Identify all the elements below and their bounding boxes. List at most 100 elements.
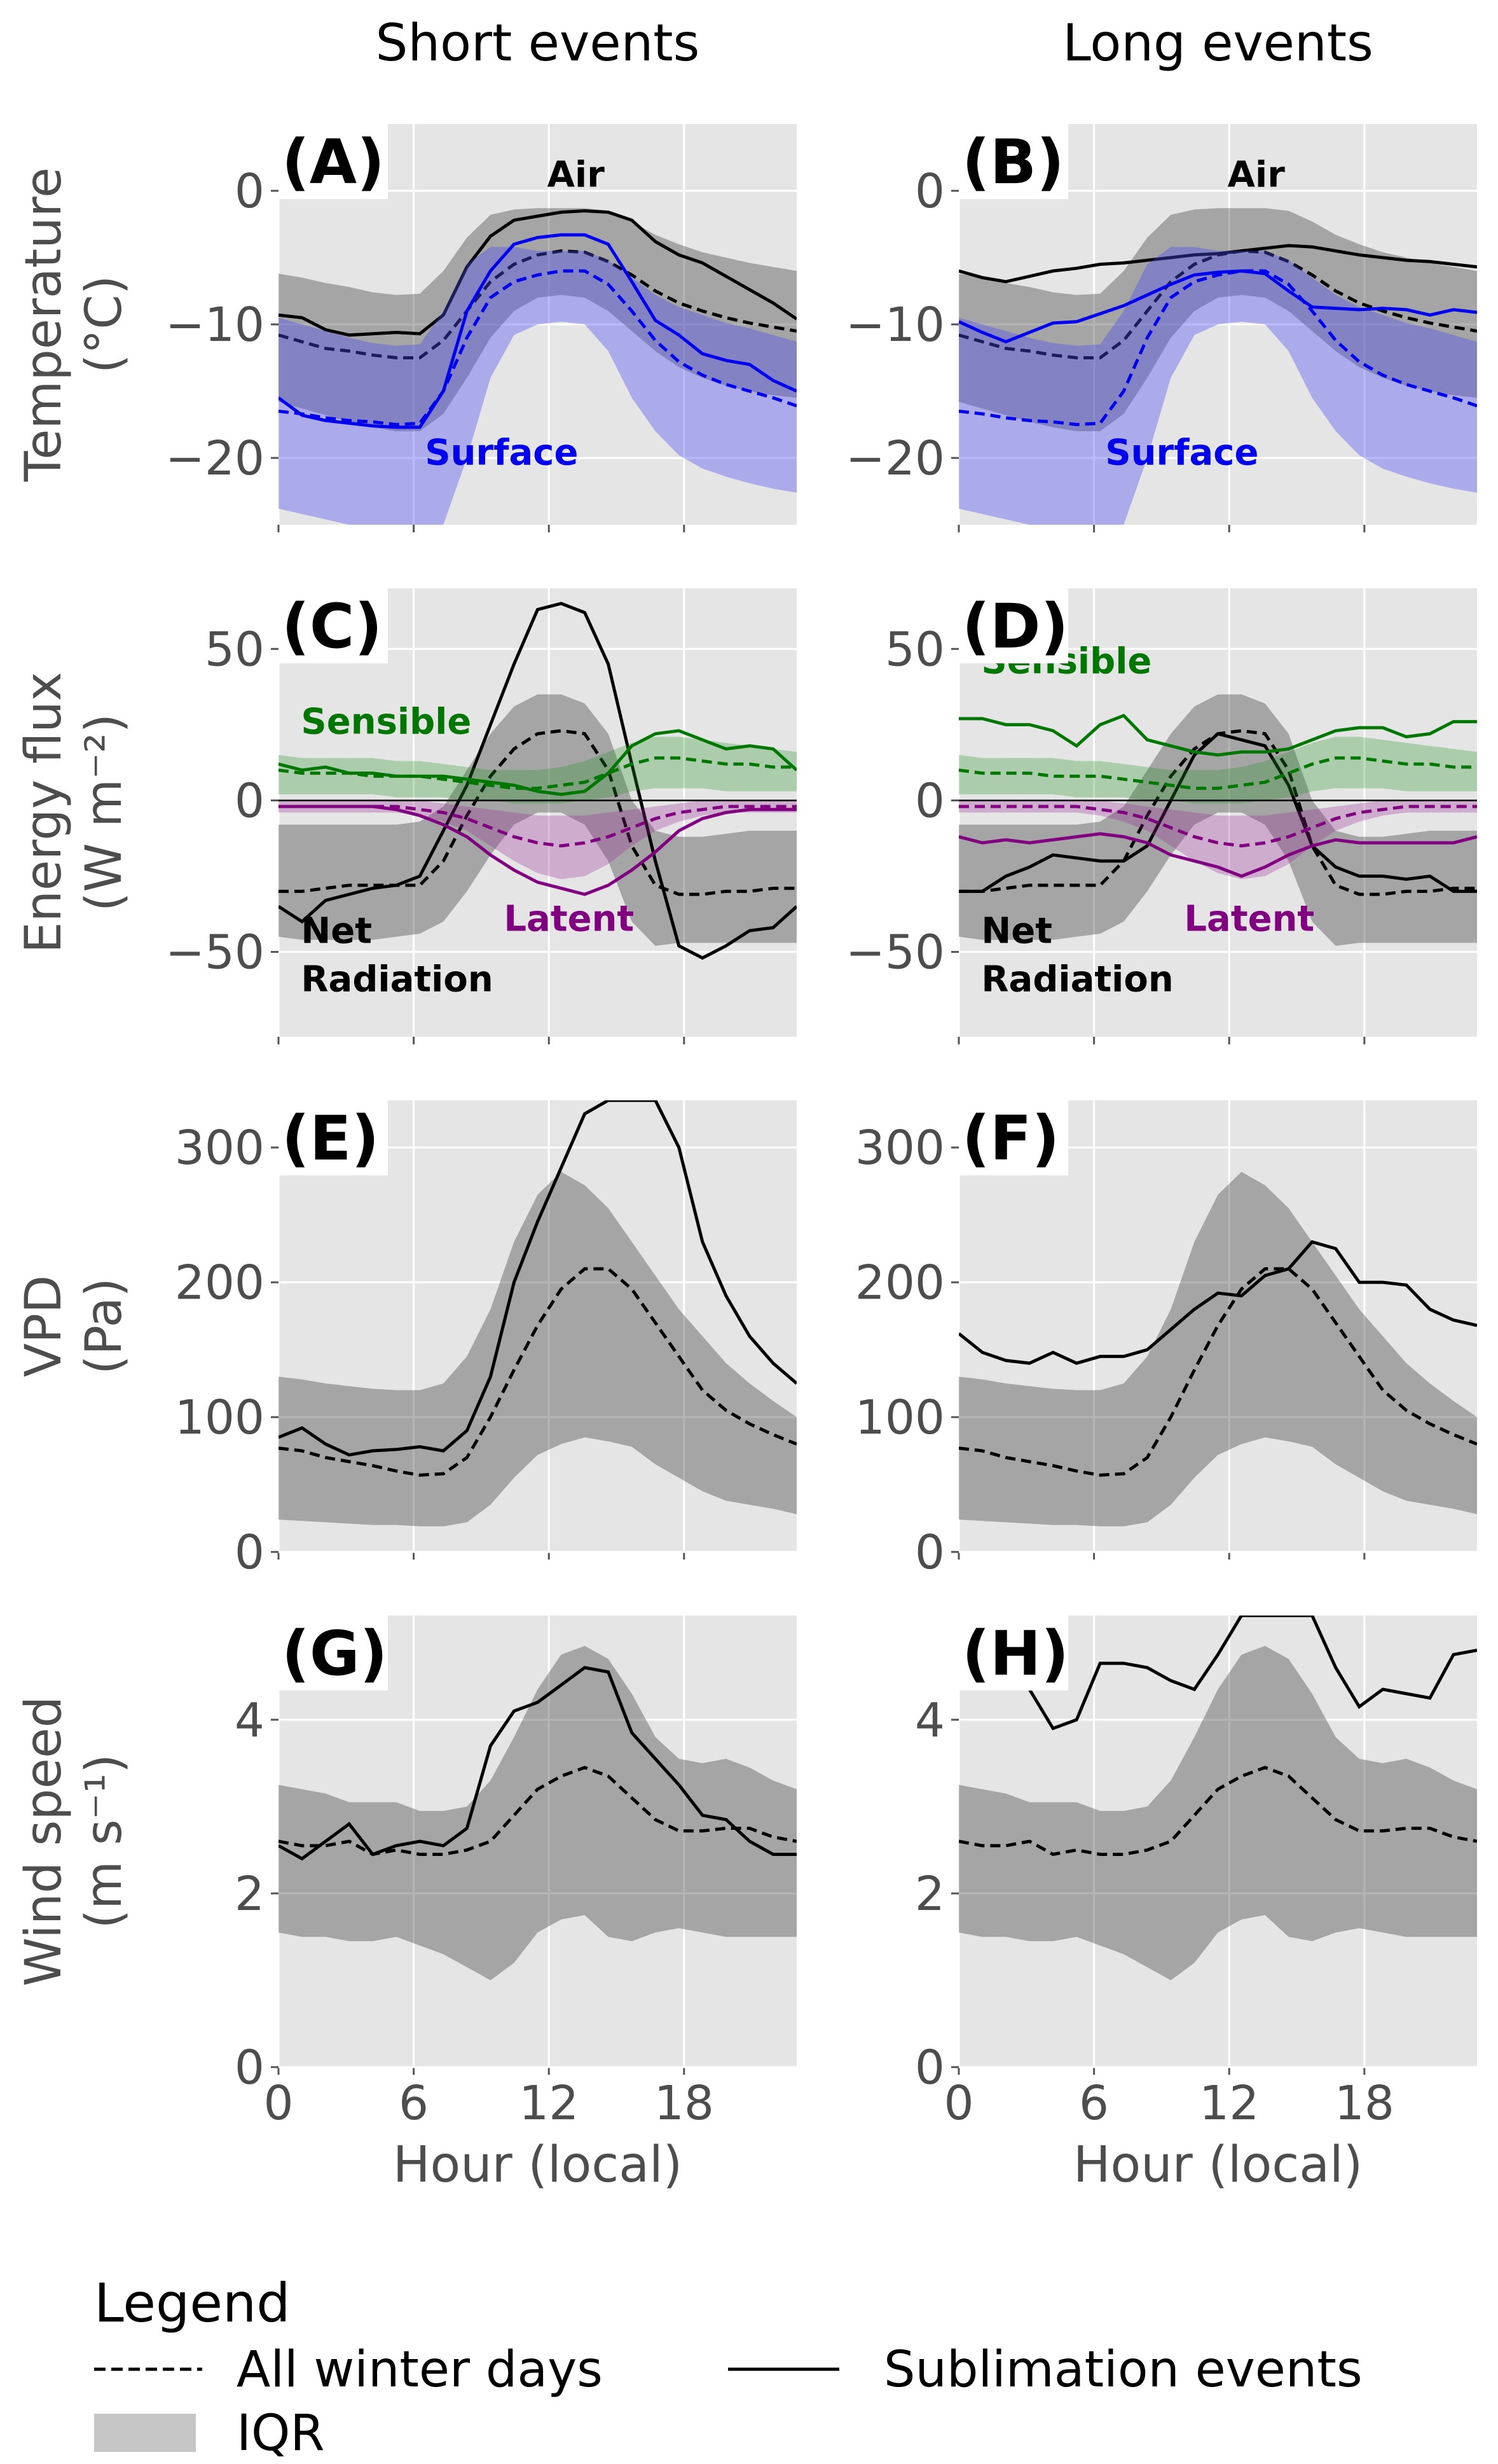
event-line bbox=[959, 1240, 1477, 1365]
x-tick-label: 12 bbox=[1199, 2076, 1259, 2131]
annotation: Radiation bbox=[301, 959, 493, 1000]
panel-label: (H) bbox=[962, 1618, 1069, 1689]
annotation: Net bbox=[301, 910, 372, 952]
y-tick-label: 300 bbox=[175, 1121, 265, 1175]
y-tick-label: −20 bbox=[846, 431, 945, 486]
plot-area bbox=[959, 1100, 1477, 1552]
x-axis-label: Hour (local) bbox=[1073, 2136, 1363, 2194]
column-title: Short events bbox=[376, 13, 700, 73]
y-tick-label: 200 bbox=[175, 1256, 265, 1310]
panel-e: 300 200 100 0 (E) VPD (Pa) bbox=[15, 1100, 797, 1580]
panel-label: (C) bbox=[282, 591, 382, 662]
y-tick-label: 2 bbox=[915, 1867, 945, 1921]
y-axis-label: Wind speed bbox=[15, 1696, 72, 1986]
event-line bbox=[959, 832, 1477, 878]
y-tick-label: 100 bbox=[175, 1390, 265, 1445]
annotation: Net bbox=[981, 910, 1052, 952]
annotation: Latent bbox=[504, 898, 634, 939]
y-tick-label: 2 bbox=[235, 1867, 265, 1921]
panel-label-box bbox=[278, 124, 388, 199]
annotation: Radiation bbox=[981, 959, 1173, 1000]
panel-f: 300 200 100 0 (F) bbox=[855, 1100, 1477, 1580]
median-line bbox=[278, 249, 797, 359]
median-line bbox=[278, 269, 797, 427]
panel-label: (E) bbox=[282, 1103, 379, 1174]
y-tick-label: 0 bbox=[235, 773, 265, 828]
y-tick-label: 0 bbox=[915, 1525, 945, 1580]
panels: 0 −10 −20 Air Surface (A) Short events Temperat… bbox=[15, 13, 1477, 2194]
series-group bbox=[959, 1616, 1477, 1981]
panel-label: (A) bbox=[282, 127, 385, 198]
x-tick-label: 12 bbox=[519, 2076, 579, 2131]
y-axis-label: (Pa) bbox=[76, 1278, 133, 1374]
panel-g: 0 6 12 18 0 2 4 (G) Wind speed (m s⁻¹) Hour (local… bbox=[15, 1616, 797, 2194]
legend-all-winter-days: All winter days bbox=[237, 2341, 603, 2398]
event-line bbox=[959, 269, 1477, 343]
annotation: Surface bbox=[425, 433, 578, 474]
annotation: Surface bbox=[1105, 433, 1258, 474]
panel-b: 0 −10 −20 Air Surface (B) Long events bbox=[846, 13, 1477, 532]
event-line bbox=[278, 1100, 797, 1457]
y-axis-label: (°C) bbox=[76, 275, 133, 373]
median-line bbox=[278, 1267, 797, 1477]
y-tick-label: −50 bbox=[846, 925, 945, 980]
iqr-band bbox=[278, 800, 797, 880]
panel-c: 50 0 −50 Sensible Latent Net Radiation (C) Energ… bbox=[15, 588, 797, 1044]
event-line bbox=[278, 805, 797, 896]
iqr-band bbox=[278, 694, 797, 946]
event-line bbox=[278, 209, 797, 337]
panel-label: (F) bbox=[962, 1103, 1059, 1174]
iqr-band bbox=[278, 208, 797, 431]
y-tick-label: 0 bbox=[235, 2040, 265, 2095]
y-tick-label: 50 bbox=[205, 622, 265, 677]
x-tick-label: 0 bbox=[944, 2076, 973, 2131]
x-tick-label: 0 bbox=[263, 2076, 293, 2131]
y-tick-label: 4 bbox=[915, 1693, 945, 1748]
y-tick-label: −10 bbox=[846, 298, 945, 352]
event-line bbox=[278, 602, 797, 960]
median-line bbox=[959, 1267, 1477, 1477]
legend-sublimation-events: Sublimation events bbox=[884, 2341, 1363, 2398]
annotation: Air bbox=[1228, 155, 1286, 196]
event-line bbox=[959, 731, 1477, 893]
y-axis-label: (W m⁻²) bbox=[76, 714, 133, 911]
iqr-band bbox=[278, 1172, 797, 1526]
y-tick-label: 0 bbox=[235, 164, 265, 219]
iqr-band bbox=[959, 1645, 1477, 1981]
panel-label-box bbox=[959, 1616, 1068, 1691]
median-line bbox=[959, 1766, 1477, 1857]
event-line bbox=[278, 729, 797, 796]
panel-label: (G) bbox=[282, 1618, 388, 1689]
panel-label-box bbox=[959, 124, 1068, 199]
y-axis-label: (m s⁻¹) bbox=[76, 1754, 133, 1929]
iqr-band bbox=[959, 208, 1477, 431]
y-tick-label: 0 bbox=[235, 1525, 265, 1580]
column-title: Long events bbox=[1062, 13, 1373, 73]
event-line bbox=[278, 1666, 797, 1861]
y-tick-label: 4 bbox=[235, 1693, 265, 1748]
iqr-band bbox=[959, 694, 1477, 946]
y-axis-label: VPD bbox=[15, 1275, 72, 1377]
y-axis-label: Energy flux bbox=[15, 672, 72, 953]
panel-label-box bbox=[278, 1100, 388, 1175]
legend-iqr-swatch bbox=[94, 2414, 196, 2452]
series-group bbox=[278, 1645, 797, 1981]
annotation: Latent bbox=[1184, 898, 1314, 939]
iqr-band bbox=[959, 1172, 1477, 1526]
iqr-band bbox=[278, 247, 797, 525]
series-group bbox=[278, 602, 797, 960]
legend-iqr: IQR bbox=[237, 2405, 325, 2462]
iqr-band bbox=[959, 737, 1477, 804]
y-tick-label: 200 bbox=[855, 1256, 945, 1310]
plot-area bbox=[278, 1100, 797, 1552]
x-tick-label: 6 bbox=[1079, 2076, 1109, 2131]
panel-label: (B) bbox=[962, 127, 1064, 198]
iqr-band bbox=[959, 800, 1477, 880]
y-tick-label: 50 bbox=[885, 622, 945, 677]
panel-label-box bbox=[278, 588, 388, 663]
panel-label-box bbox=[278, 1616, 388, 1691]
median-line bbox=[959, 805, 1477, 848]
x-axis-label: Hour (local) bbox=[393, 2136, 682, 2194]
panel-h: 0 6 12 18 0 2 4 (H) Hour (local) bbox=[915, 1616, 1477, 2194]
series-group bbox=[959, 208, 1477, 525]
